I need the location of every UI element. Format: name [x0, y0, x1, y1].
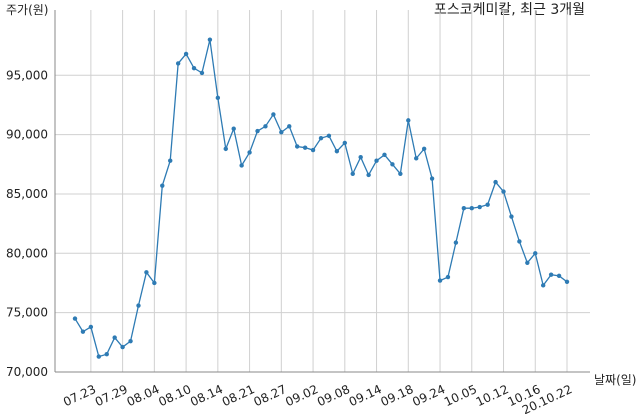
price-line	[74, 39, 568, 358]
point	[477, 204, 482, 210]
point	[350, 171, 355, 176]
point	[207, 37, 213, 42]
point	[175, 61, 181, 66]
point	[390, 162, 395, 167]
point	[525, 260, 530, 266]
point	[374, 158, 379, 163]
point	[96, 354, 102, 359]
point	[255, 128, 260, 134]
point	[239, 163, 244, 168]
point	[160, 183, 165, 188]
point	[231, 126, 236, 131]
point	[191, 65, 197, 71]
point	[342, 140, 348, 146]
point	[533, 251, 538, 256]
point	[120, 344, 125, 350]
point	[358, 154, 363, 160]
point	[263, 124, 268, 129]
point	[382, 152, 387, 157]
point	[72, 316, 78, 321]
point	[247, 150, 252, 155]
point	[398, 171, 403, 176]
point	[271, 112, 276, 117]
x-axis-label: 날짜(일)	[594, 373, 636, 387]
y-tick-label: 95,000	[6, 68, 48, 82]
point	[517, 239, 522, 244]
point	[461, 206, 467, 211]
point	[104, 351, 109, 357]
point	[112, 335, 117, 340]
point	[366, 172, 371, 178]
point	[469, 206, 474, 211]
point	[318, 135, 324, 141]
point	[406, 118, 411, 123]
point	[302, 145, 308, 150]
point	[485, 202, 490, 207]
point	[199, 70, 205, 76]
point	[414, 156, 419, 161]
y-axis-label: 주가(원)	[6, 3, 48, 17]
point	[334, 149, 340, 154]
point	[128, 338, 133, 344]
point	[437, 278, 443, 283]
point	[556, 273, 562, 279]
point	[453, 240, 459, 245]
point	[88, 324, 94, 330]
y-tick-label: 85,000	[6, 187, 48, 201]
point	[287, 124, 292, 129]
point	[183, 51, 189, 57]
point	[501, 189, 506, 194]
y-tick-label: 90,000	[6, 128, 48, 142]
point	[215, 95, 221, 101]
point	[509, 214, 514, 219]
point	[421, 146, 427, 152]
point	[80, 329, 86, 334]
y-tick-label: 75,000	[6, 306, 48, 320]
point	[294, 144, 300, 149]
point	[429, 176, 435, 181]
point	[326, 133, 332, 139]
point	[152, 280, 157, 286]
point	[548, 272, 554, 277]
point	[540, 283, 546, 288]
point	[445, 274, 451, 280]
point	[564, 279, 570, 284]
point	[136, 303, 141, 308]
point	[144, 270, 149, 275]
point	[168, 158, 173, 163]
point	[279, 130, 284, 135]
y-tick-label: 70,000	[6, 365, 48, 379]
point	[493, 179, 498, 185]
y-tick-label: 80,000	[6, 246, 48, 260]
chart-title: 포스코케미칼, 최근 3개월	[434, 2, 585, 18]
point	[310, 147, 316, 153]
point	[223, 146, 228, 152]
